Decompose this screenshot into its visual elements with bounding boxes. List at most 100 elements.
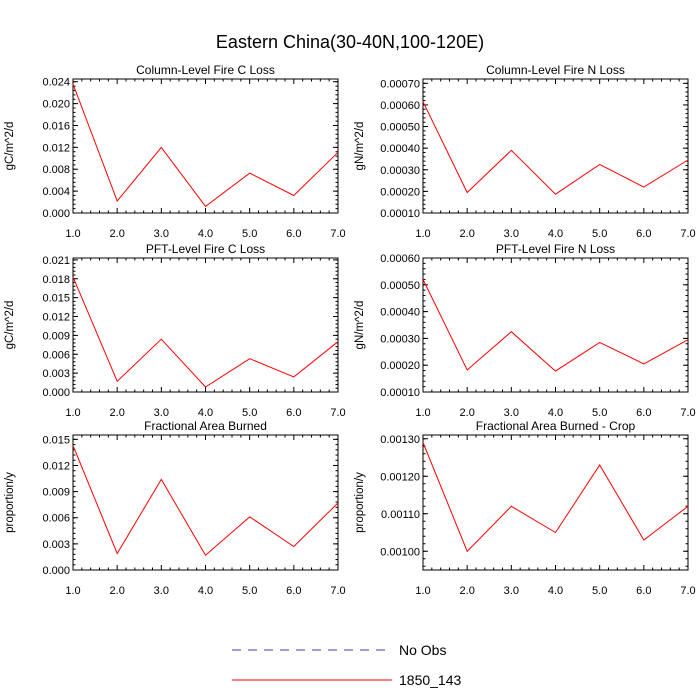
y-tick-label: 0.003: [42, 368, 70, 380]
x-tick-label: 5.0: [592, 228, 607, 240]
x-tick-label: 7.0: [330, 407, 345, 419]
x-tick-label: 4.0: [198, 228, 213, 240]
x-tick-label: 7.0: [330, 585, 345, 597]
y-tick-label: 0.008: [42, 164, 70, 176]
x-tick-label: 3.0: [504, 585, 519, 597]
y-tick-label: 0.012: [42, 312, 70, 324]
y-axis-label: gN/m^2/d: [354, 301, 366, 350]
y-tick-label: 0.020: [42, 99, 70, 111]
x-tick-label: 6.0: [636, 228, 651, 240]
x-tick-label: 1.0: [415, 585, 430, 597]
x-tick-label: 1.0: [415, 228, 430, 240]
plot-frame: [72, 78, 339, 214]
x-tick-label: 3.0: [154, 228, 169, 240]
y-tick-label: 0.00010: [380, 387, 420, 399]
panel-title: PFT-Level Fire C Loss: [146, 242, 265, 256]
y-tick-label: 0.00120: [380, 471, 420, 483]
panel-title: Column-Level Fire N Loss: [486, 63, 625, 77]
x-tick-label: 2.0: [460, 585, 475, 597]
x-tick-label: 1.0: [65, 407, 80, 419]
y-tick-label: 0.021: [42, 255, 70, 267]
x-tick-label: 5.0: [592, 585, 607, 597]
x-tick-label: 3.0: [504, 407, 519, 419]
panel-1: Column-Level Fire C Loss gC/m^2/d 1.0 2.0 3.…: [4, 63, 346, 240]
x-tick-label: 2.0: [110, 407, 125, 419]
y-tick-label: 0.00070: [380, 78, 420, 90]
x-tick-label: 3.0: [154, 585, 169, 597]
x-tick-label: 2.0: [460, 407, 475, 419]
panel-6: Fractional Area Burned - Crop proportion/…: [354, 419, 696, 597]
x-tick-label: 3.0: [154, 407, 169, 419]
x-tick-label: 7.0: [680, 585, 695, 597]
series-line-1850_143: [422, 101, 689, 195]
x-tick-label: 5.0: [592, 407, 607, 419]
y-tick-label: 0.000: [42, 565, 70, 577]
y-tick-label: 0.018: [42, 274, 70, 286]
y-tick-label: 0.00060: [380, 100, 420, 112]
panels: Column-Level Fire C Loss gC/m^2/d 1.0 2.0 3.…: [4, 63, 696, 597]
x-tick-label: 5.0: [242, 407, 257, 419]
plot-frame: [422, 78, 689, 214]
x-tick-label: 4.0: [198, 585, 213, 597]
x-tick-label: 4.0: [548, 228, 563, 240]
x-tick-label: 6.0: [286, 585, 301, 597]
panel-title: PFT-Level Fire N Loss: [496, 242, 615, 256]
panel-title: Fractional Area Burned: [144, 419, 267, 433]
x-tick-label: 7.0: [680, 407, 695, 419]
legend-label-no-obs: No Obs: [399, 642, 446, 658]
plot-frame: [72, 434, 339, 571]
panel-5: Fractional Area Burned proportion/y 1.0 2.0…: [4, 419, 346, 597]
y-tick-label: 0.003: [42, 539, 70, 551]
y-tick-label: 0.00030: [380, 165, 420, 177]
x-tick-label: 1.0: [415, 407, 430, 419]
y-tick-label: 0.015: [42, 434, 70, 446]
plot-frame: [422, 257, 689, 393]
y-tick-label: 0.000: [42, 208, 70, 220]
y-tick-label: 0.00040: [380, 307, 420, 319]
y-tick-label: 0.00020: [380, 186, 420, 198]
panel-title: Fractional Area Burned - Crop: [476, 419, 636, 433]
y-tick-label: 0.009: [42, 487, 70, 499]
y-tick-label: 0.00060: [380, 253, 420, 265]
y-tick-label: 0.009: [42, 330, 70, 342]
panel-3: PFT-Level Fire C Loss gC/m^2/d 1.0 2.0 3.0 4.…: [4, 242, 346, 419]
x-tick-label: 5.0: [242, 585, 257, 597]
x-tick-label: 5.0: [242, 228, 257, 240]
y-tick-label: 0.006: [42, 349, 70, 361]
y-tick-label: 0.00040: [380, 143, 420, 155]
figure-title: Eastern China(30-40N,100-120E): [216, 32, 484, 52]
x-tick-label: 7.0: [680, 228, 695, 240]
x-tick-label: 4.0: [548, 585, 563, 597]
y-tick-label: 0.00100: [380, 546, 420, 558]
x-tick-label: 1.0: [65, 585, 80, 597]
y-tick-label: 0.012: [42, 142, 70, 154]
y-tick-label: 0.00050: [380, 280, 420, 292]
y-axis-label: gN/m^2/d: [354, 122, 366, 171]
y-tick-label: 0.004: [42, 186, 70, 198]
y-tick-label: 0.00030: [380, 333, 420, 345]
panel-2: Column-Level Fire N Loss gN/m^2/d 1.0 2.0 3.…: [354, 63, 696, 240]
y-tick-label: 0.000: [42, 387, 70, 399]
x-tick-label: 4.0: [548, 407, 563, 419]
x-tick-label: 6.0: [286, 407, 301, 419]
panel-4: PFT-Level Fire N Loss gN/m^2/d 1.0 2.0 3.0 4.…: [354, 242, 696, 419]
x-tick-label: 7.0: [330, 228, 345, 240]
series-line-1850_143: [422, 279, 689, 372]
x-tick-label: 3.0: [504, 228, 519, 240]
series-line-1850_143: [72, 83, 339, 208]
x-tick-label: 6.0: [286, 228, 301, 240]
series-line-1850_143: [422, 442, 689, 553]
y-tick-label: 0.00130: [380, 434, 420, 446]
x-tick-label: 4.0: [198, 407, 213, 419]
y-tick-label: 0.00020: [380, 360, 420, 372]
y-tick-label: 0.006: [42, 513, 70, 525]
series-line-1850_143: [72, 445, 339, 556]
panel-title: Column-Level Fire C Loss: [136, 63, 275, 77]
y-tick-label: 0.00050: [380, 122, 420, 134]
series-line-1850_143: [72, 276, 339, 388]
y-tick-label: 0.00110: [381, 509, 420, 521]
y-axis-label: gC/m^2/d: [4, 122, 16, 171]
y-tick-label: 0.00010: [380, 208, 420, 220]
x-tick-label: 6.0: [636, 585, 651, 597]
